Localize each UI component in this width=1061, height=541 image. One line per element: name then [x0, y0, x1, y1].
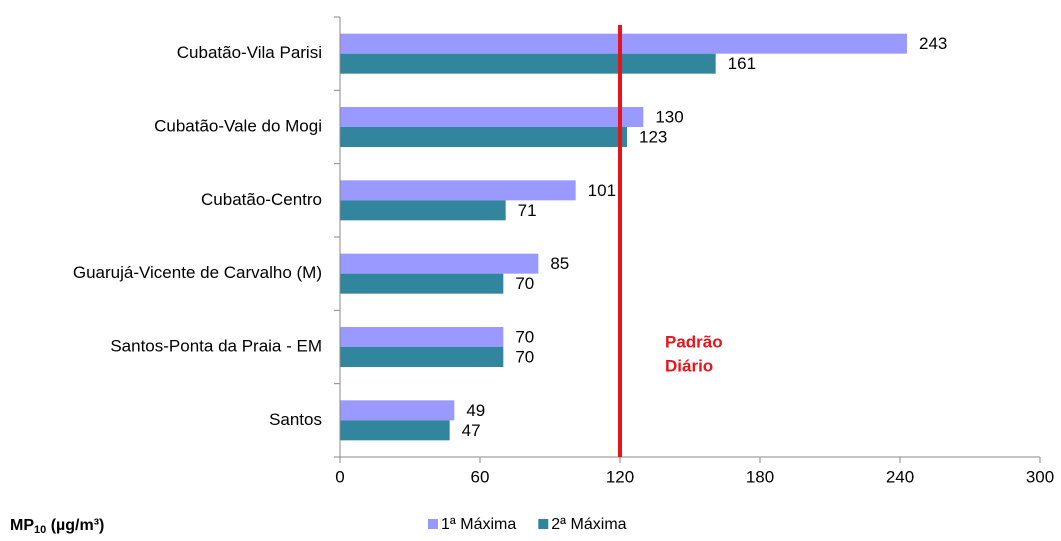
value-label: 123 [639, 127, 667, 146]
y-tick-label: Santos [269, 410, 322, 429]
x-tick-label: 0 [335, 467, 344, 486]
x-axis-label-sub: 10 [34, 524, 46, 536]
value-label: 49 [466, 401, 485, 420]
y-tick-label: Cubatão-Centro [201, 190, 322, 209]
value-label: 70 [515, 327, 534, 346]
value-label: 71 [518, 201, 537, 220]
bar [340, 273, 504, 294]
value-label: 243 [919, 34, 947, 53]
bar [340, 33, 907, 54]
bar [340, 327, 504, 347]
x-tick-label: 240 [886, 467, 914, 486]
x-axis-label: MP10 (µg/m³) [10, 517, 104, 536]
bar [340, 420, 450, 441]
x-axis-label-main: MP [10, 517, 34, 534]
bar [340, 53, 716, 74]
y-tick-label: Guarujá-Vicente de Carvalho (M) [73, 263, 322, 282]
legend-label: 1ª Máxima [441, 516, 516, 533]
legend-label: 2ª Máxima [551, 516, 626, 533]
bar [340, 180, 576, 201]
y-tick-label: Cubatão-Vila Parisi [177, 43, 322, 62]
value-label: 161 [728, 54, 756, 73]
reference-label: Diário [665, 356, 713, 375]
bar [340, 127, 627, 147]
x-tick-label: 120 [606, 467, 634, 486]
value-label: 101 [588, 181, 616, 200]
bar [340, 400, 455, 421]
bar [340, 253, 539, 274]
x-axis-label-rest: (µg/m³) [46, 517, 104, 534]
value-label: 85 [550, 254, 569, 273]
x-tick-label: 300 [1026, 467, 1054, 486]
legend-swatch [538, 519, 549, 529]
bar [340, 347, 504, 367]
x-tick-label: 180 [746, 467, 774, 486]
bar [340, 200, 506, 221]
value-label: 70 [515, 274, 534, 293]
y-tick-label: Cubatão-Vale do Mogi [154, 116, 322, 135]
legend-swatch [428, 519, 438, 529]
y-tick-label: Santos-Ponta da Praia - EM [110, 336, 322, 355]
bar [340, 107, 644, 127]
reference-label: Padrão [665, 332, 723, 351]
value-label: 130 [655, 107, 683, 126]
value-label: 47 [462, 421, 481, 440]
value-label: 70 [515, 347, 534, 366]
x-tick-label: 60 [471, 467, 490, 486]
